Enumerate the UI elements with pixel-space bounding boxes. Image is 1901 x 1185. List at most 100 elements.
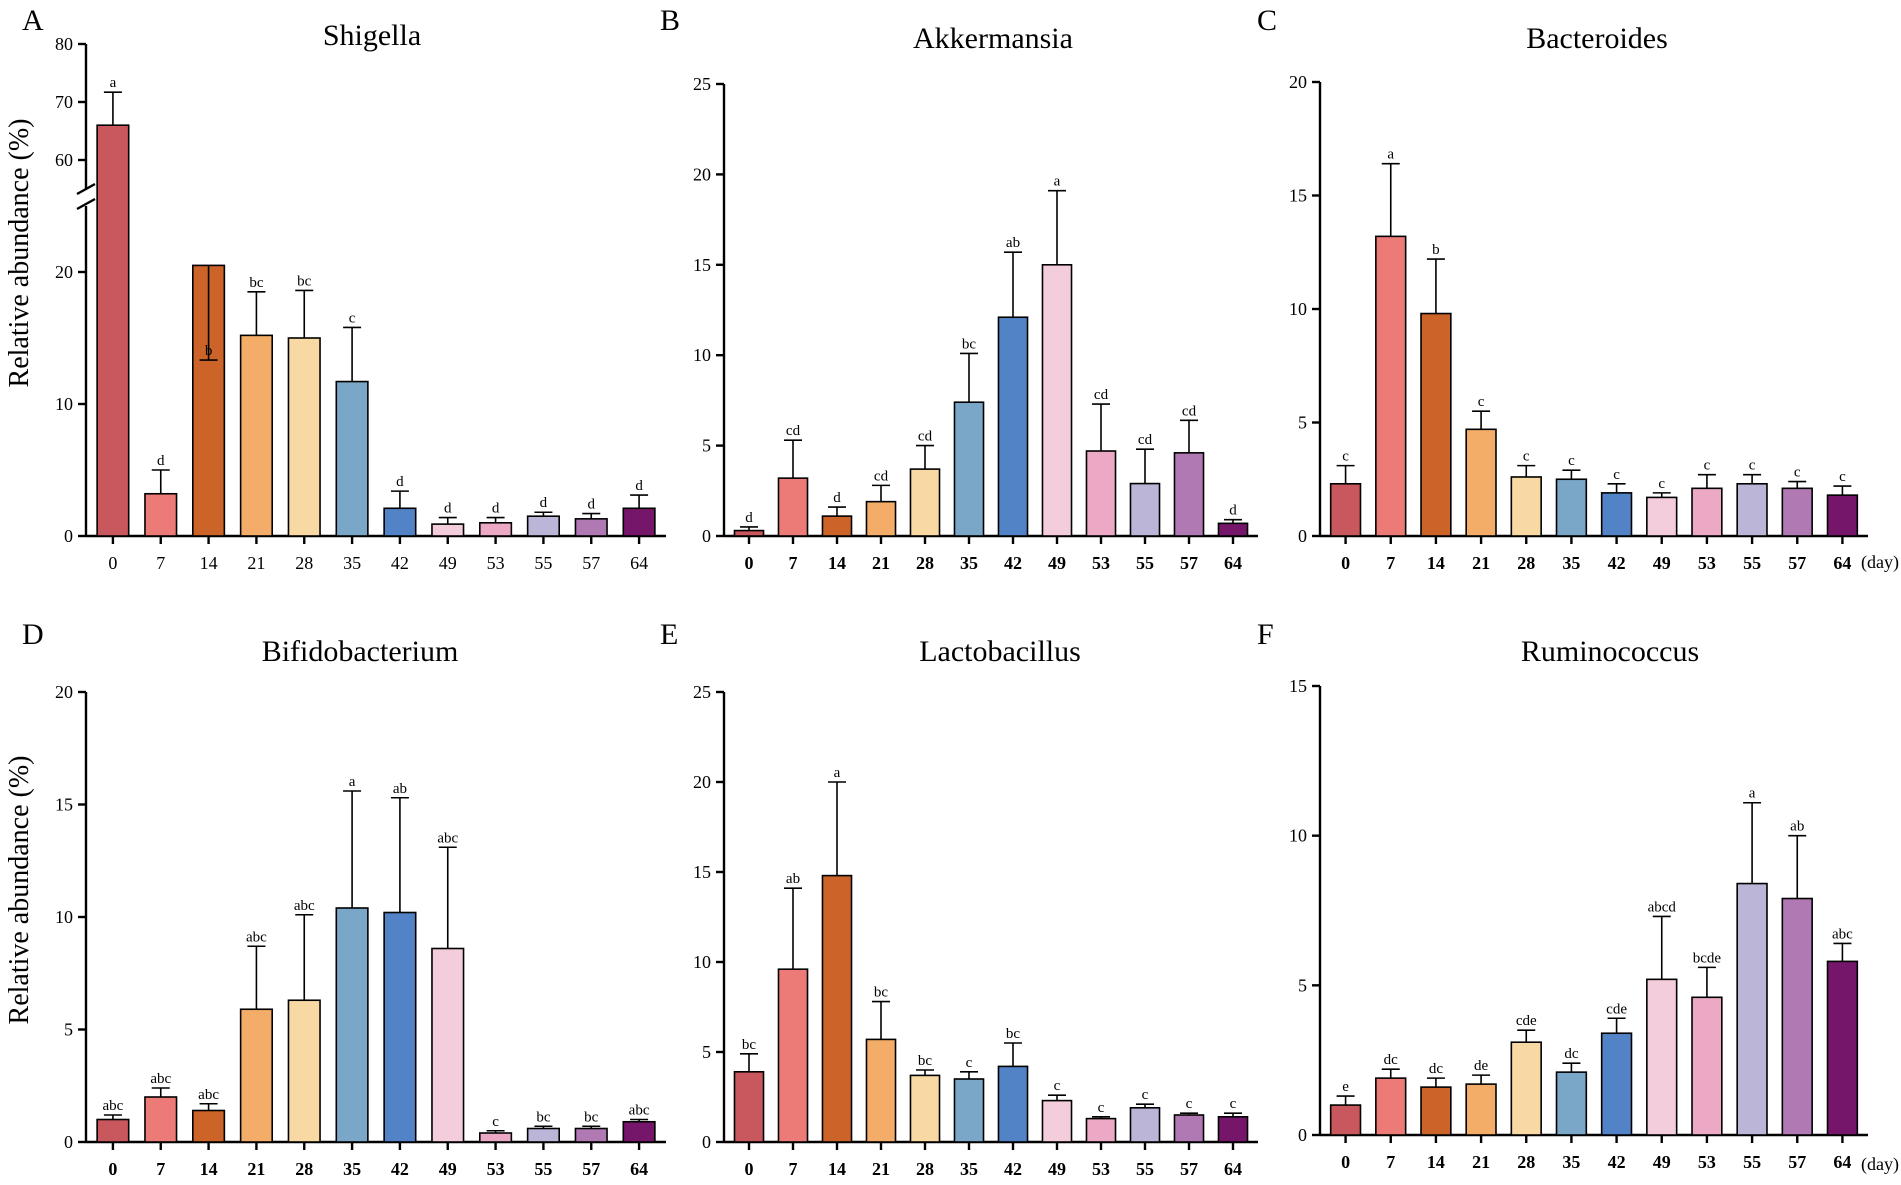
significance-label: cd — [1182, 403, 1197, 419]
y-tick-label: 20 — [55, 682, 73, 702]
bar — [1173, 1114, 1205, 1143]
chart-title: Lactobacillus — [919, 635, 1081, 668]
bar — [1329, 482, 1362, 537]
bar — [1420, 1086, 1452, 1136]
bar — [478, 521, 513, 537]
y-tick-label: 20 — [55, 262, 73, 282]
bar — [909, 468, 941, 537]
bar — [821, 515, 853, 537]
significance-label: abc — [103, 1098, 124, 1114]
x-tick-label: 35 — [1562, 1152, 1580, 1172]
significance-label: bc — [536, 1109, 551, 1125]
bar — [1826, 960, 1859, 1136]
bar — [777, 477, 809, 537]
x-tick-label: 14 — [200, 553, 218, 573]
y-tick-label: 10 — [1289, 826, 1307, 846]
x-tick-label: 28 — [1517, 553, 1535, 573]
x-tick-label: 42 — [1004, 553, 1022, 573]
bar — [287, 337, 321, 537]
panel-d: D Bifidobacterium Relative abundance (%) 0 5… — [4, 618, 666, 1179]
x-tick-label: 55 — [1743, 1152, 1761, 1172]
y-tick-label: 20 — [1289, 72, 1307, 92]
significance-label: c — [1658, 476, 1665, 492]
significance-label: cd — [786, 423, 801, 439]
significance-label: ab — [393, 781, 407, 797]
y-tick-label: 0 — [1298, 526, 1307, 546]
bar — [622, 1120, 656, 1143]
bar — [1691, 487, 1723, 537]
significance-label: d — [157, 453, 165, 469]
significance-label: c — [966, 1055, 973, 1071]
x-tick-label: 14 — [828, 553, 846, 573]
significance-label: bcde — [1693, 950, 1722, 966]
y-tick-label: 15 — [1289, 186, 1307, 206]
bar — [733, 529, 765, 537]
significance-label: bc — [874, 985, 889, 1001]
x-tick-label: 21 — [247, 1159, 265, 1179]
significance-label: c — [1613, 467, 1620, 483]
y-tick-label: 0 — [702, 1132, 711, 1152]
significance-label: c — [1749, 458, 1756, 474]
panel-letter: A — [22, 4, 44, 37]
significance-label: cde — [1516, 1013, 1537, 1029]
significance-label: cd — [1094, 387, 1109, 403]
bar — [1555, 1071, 1588, 1136]
chart-title: Bifidobacterium — [262, 635, 459, 668]
bar — [1129, 1107, 1161, 1143]
significance-label: a — [110, 75, 117, 91]
y-tick-label: 70 — [55, 92, 73, 112]
x-tick-label: 49 — [1048, 553, 1066, 573]
x-tick-label: 49 — [439, 553, 457, 573]
x-tick-label: 53 — [1698, 1152, 1716, 1172]
y-tick-label: 10 — [55, 394, 73, 414]
bar — [191, 1109, 226, 1143]
panel-letter: D — [22, 618, 44, 651]
bar — [1736, 482, 1768, 537]
x-tick-label: 21 — [872, 553, 890, 573]
y-tick-label: 15 — [693, 862, 711, 882]
bar — [1085, 450, 1117, 537]
x-tick-label: 64 — [1224, 1159, 1242, 1179]
significance-label: d — [1229, 503, 1237, 519]
x-unit-label: (day) — [1861, 552, 1899, 573]
x-tick-label: 57 — [582, 1159, 600, 1179]
bar — [1600, 492, 1633, 537]
x-tick-label: 28 — [295, 553, 313, 573]
x-tick-label: 64 — [1833, 553, 1851, 573]
bar — [997, 1065, 1029, 1143]
bar — [383, 507, 417, 537]
x-tick-label: 14 — [1427, 1152, 1445, 1172]
x-tick-label: 53 — [487, 553, 505, 573]
x-tick-label: 64 — [630, 553, 648, 573]
chart-title: Ruminococcus — [1521, 635, 1699, 668]
significance-label: a — [834, 765, 841, 781]
significance-label: bc — [918, 1053, 933, 1069]
significance-label: abc — [150, 1071, 171, 1087]
bar — [1173, 452, 1205, 537]
bar — [821, 874, 853, 1143]
bar — [574, 518, 608, 537]
x-tick-label: 49 — [439, 1159, 457, 1179]
significance-label: d — [396, 474, 404, 490]
y-axis-label: Relative abundance (%) — [4, 756, 35, 1025]
significance-label: d — [833, 490, 841, 506]
y-tick-label: 10 — [693, 952, 711, 972]
significance-label: d — [444, 501, 452, 517]
significance-label: bc — [742, 1037, 757, 1053]
significance-label: dc — [1564, 1046, 1579, 1062]
x-tick-label: 21 — [247, 553, 265, 573]
bar — [1510, 1041, 1542, 1136]
bar — [383, 911, 417, 1143]
panel-letter: C — [1257, 4, 1277, 37]
significance-label: ab — [1790, 819, 1804, 835]
significance-label: c — [1523, 449, 1530, 465]
x-tick-label: 55 — [534, 553, 552, 573]
bar — [239, 1008, 274, 1143]
significance-label: d — [588, 497, 596, 513]
bar — [1041, 1099, 1073, 1143]
y-tick-label: 5 — [1298, 975, 1307, 995]
bar — [1129, 482, 1161, 537]
y-tick-label: 5 — [1298, 413, 1307, 433]
significance-label: d — [540, 495, 548, 511]
significance-label: ab — [786, 871, 800, 887]
